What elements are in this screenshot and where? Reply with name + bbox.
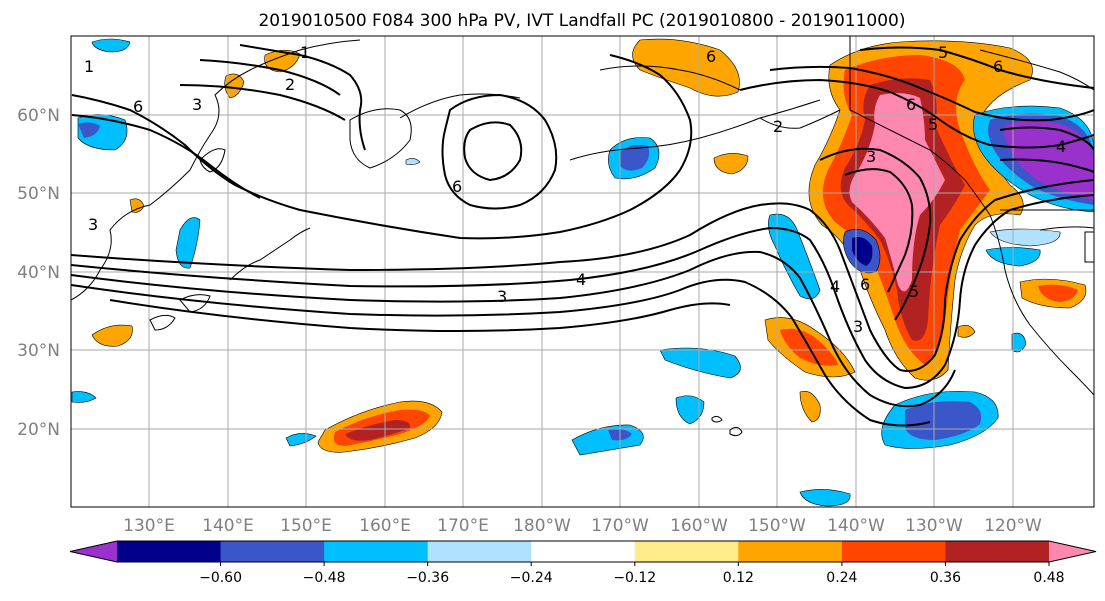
shade-ne-light-blue <box>989 228 1061 247</box>
shade-cutoff-navy <box>852 237 873 266</box>
contour-label: 1 <box>84 57 94 76</box>
contour-label: 2 <box>773 117 783 136</box>
lon-label: 150°W <box>748 516 806 536</box>
map-title: 2019010500 F084 300 hPa PV, IVT Landfall… <box>258 11 905 31</box>
lon-label: 130°W <box>905 516 963 536</box>
shade-cutoff-blue <box>768 213 821 300</box>
lon-label: 140°W <box>827 516 885 536</box>
shade-kuril-blue <box>405 158 421 165</box>
colorbar-tick-label: −0.12 <box>613 570 656 586</box>
colorbar: −0.60 −0.48 −0.36 −0.24 −0.12 0.12 0.24 0.36 0.4… <box>69 540 1097 586</box>
contour-label: 6 <box>133 97 143 116</box>
contour-label: 3 <box>88 215 98 234</box>
lat-label: 20°N <box>17 420 60 440</box>
lon-label: 160°W <box>670 516 728 536</box>
contour-label: 6 <box>906 95 916 114</box>
lon-label: 170°E <box>437 516 489 536</box>
contour-label-group: 1 2 3 6 6 3 3 4 1 2 5 6 6 5 3 4 6 4 6 5 <box>84 43 1066 336</box>
contour-label: 5 <box>928 115 938 134</box>
shade-aleutian-midblue <box>620 144 650 171</box>
colorbar-tick-label: −0.24 <box>510 570 553 586</box>
gridlines <box>71 36 1094 507</box>
longitude-labels: 130°E 140°E 150°E 160°E 170°E 180°W 170°… <box>123 516 1042 536</box>
shade-ne-pacific-pink <box>849 93 945 292</box>
shade-baja-red <box>1038 284 1078 302</box>
lon-label: 140°E <box>202 516 254 536</box>
lon-label: 120°W <box>984 516 1042 536</box>
map-panel: 1 2 3 6 6 3 3 4 1 2 5 6 6 5 3 4 6 4 6 5 <box>70 35 1095 508</box>
lat-label: 50°N <box>17 184 60 204</box>
colorbar-swatch <box>324 541 429 562</box>
lat-label: 40°N <box>17 263 60 283</box>
colorbar-tick-label: −0.48 <box>303 570 346 586</box>
colorbar-extend-max <box>1049 541 1096 562</box>
contour-label: 6 <box>860 275 870 294</box>
colorbar-swatch <box>738 541 843 562</box>
colorbar-extend-min <box>70 541 117 562</box>
colorbar-tick-label: 0.24 <box>826 570 857 586</box>
colorbar-tick-label: 0.48 <box>1033 570 1064 586</box>
shade-kamchatka-blue <box>91 38 131 53</box>
contour-label: 4 <box>830 277 840 296</box>
colorbar-swatch <box>634 541 739 562</box>
colorbar-swatch <box>117 541 222 562</box>
contour-label: 6 <box>706 47 716 66</box>
shade-japan-orange <box>91 324 133 347</box>
coastlines <box>71 36 1094 437</box>
lat-label: 30°N <box>17 341 60 361</box>
shade-hawaii-orange <box>799 391 821 423</box>
colorbar-tick-label: 0.12 <box>723 570 754 586</box>
shade-siberia-midblue <box>78 122 100 138</box>
lon-label: 150°E <box>280 516 332 536</box>
colorbar-swatch <box>220 541 325 562</box>
contour-label: 3 <box>866 147 876 166</box>
shade-midpac-blue <box>285 433 317 447</box>
lon-label: 180°W <box>513 516 571 536</box>
lat-label: 60°N <box>17 106 60 126</box>
shade-trop-blue-3 <box>675 395 705 425</box>
shade-west-blue <box>71 391 97 403</box>
colorbar-tick-label: 0.36 <box>930 570 961 586</box>
colorbar-swatch <box>531 541 636 562</box>
colorbar-outline <box>69 540 1097 563</box>
colorbar-swatch <box>945 541 1050 562</box>
shade-subtropic-midblue <box>905 401 982 440</box>
lon-label: 170°W <box>591 516 649 536</box>
contour-label: 4 <box>1056 137 1066 156</box>
contour-label: 6 <box>993 57 1003 76</box>
contour-label: 2 <box>285 75 295 94</box>
latitude-labels: 60°N 50°N 40°N 30°N 20°N <box>17 106 60 440</box>
shade-tropical-darkred <box>345 420 411 441</box>
colorbar-swatch <box>427 541 532 562</box>
map-frame <box>70 35 1095 508</box>
shade-small-orange-2 <box>957 325 976 338</box>
contour-label: 4 <box>576 270 586 289</box>
lon-label: 160°E <box>359 516 411 536</box>
shade-trop-blue-4 <box>799 489 851 507</box>
contour-label: 6 <box>452 177 462 196</box>
pv-contours <box>71 44 1094 427</box>
shade-bering-orange <box>632 38 740 97</box>
lon-label: 130°E <box>123 516 175 536</box>
contour-label: 3 <box>192 95 202 114</box>
contour-label: 1 <box>300 43 310 62</box>
contour-label: 3 <box>853 317 863 336</box>
colorbar-tick-label: −0.60 <box>199 570 242 586</box>
shade-aleutian-orange <box>713 153 749 175</box>
contour-label: 3 <box>497 287 507 306</box>
shade-mexico-blue <box>1011 332 1027 353</box>
contour-label: 5 <box>909 282 919 301</box>
colorbar-swatch <box>841 541 946 562</box>
colorbar-tick-label: −0.36 <box>406 570 449 586</box>
contour-label: 5 <box>938 43 948 62</box>
